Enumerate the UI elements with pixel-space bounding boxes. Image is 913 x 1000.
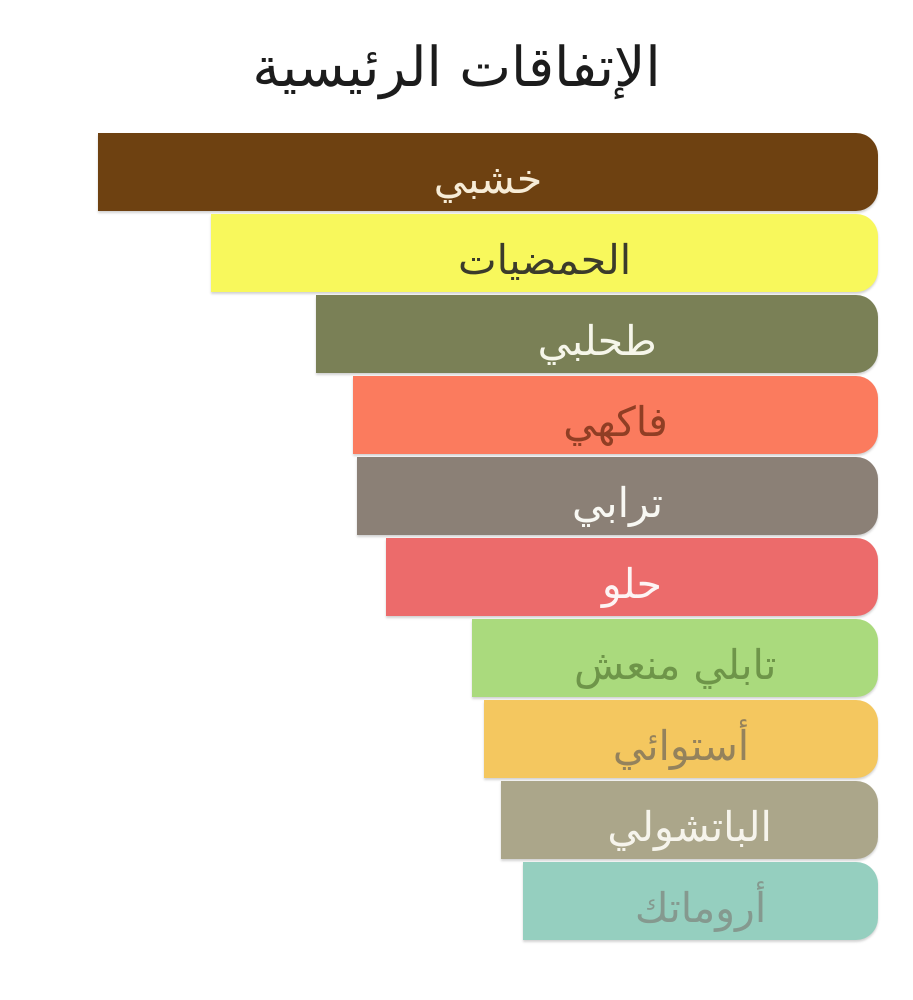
- accord-bar: أستوائي: [484, 700, 878, 778]
- accord-label: حلو: [601, 559, 662, 608]
- accord-bar: أروماتك: [523, 862, 878, 940]
- accord-bar: الباتشولي: [501, 781, 878, 859]
- accord-bar: الحمضيات: [211, 214, 878, 292]
- main-accords-chart: الإتفاقات الرئيسية خشبي الحمضيات طحلبي فاكه…: [98, 34, 878, 943]
- accord-label: الباتشولي: [607, 802, 772, 851]
- accord-label: طحلبي: [537, 316, 657, 365]
- accord-label: ترابي: [571, 478, 663, 527]
- accord-label: أروماتك: [634, 883, 767, 932]
- accord-bar: ترابي: [356, 457, 878, 535]
- accord-bar: حلو: [385, 538, 878, 616]
- accord-label: أستوائي: [612, 721, 750, 770]
- accord-bar: فاكهي: [353, 376, 878, 454]
- accord-bar: خشبي: [98, 133, 878, 211]
- accord-bar: طحلبي: [316, 295, 878, 373]
- accord-bar: تابلي منعش: [472, 619, 878, 697]
- accord-label: الحمضيات: [458, 235, 632, 284]
- accord-label: تابلي منعش: [573, 640, 777, 689]
- chart-title: الإتفاقات الرئيسية: [252, 34, 661, 99]
- accord-label: خشبي: [433, 154, 543, 203]
- accord-bars-container: خشبي الحمضيات طحلبي فاكهي ترابي حلو تابلي منعش…: [98, 133, 878, 943]
- accord-label: فاكهي: [563, 397, 668, 446]
